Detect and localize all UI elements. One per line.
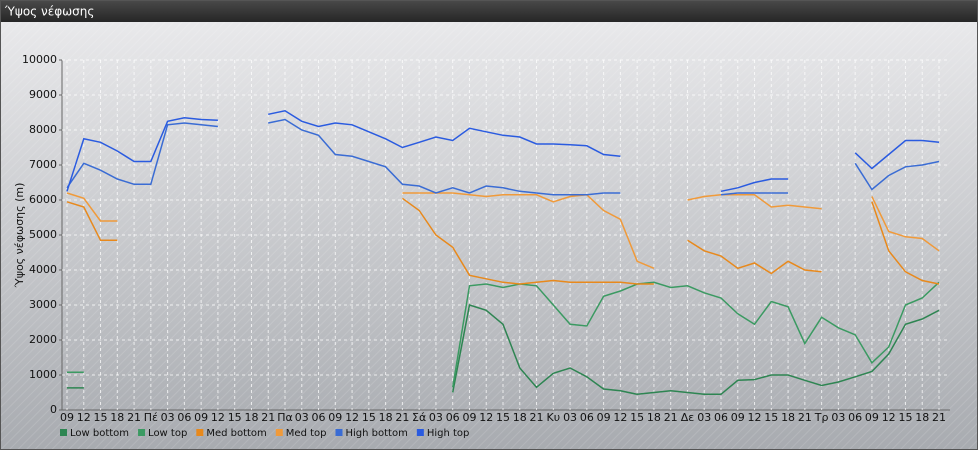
legend-label: Med bottom bbox=[206, 428, 266, 439]
legend-label: High bottom bbox=[346, 428, 408, 439]
y-tick-label: 3000 bbox=[29, 298, 57, 311]
series-line bbox=[67, 304, 940, 396]
y-tick-label: 5000 bbox=[29, 228, 57, 241]
legend-swatch bbox=[275, 429, 283, 436]
x-tick-label: 21 bbox=[127, 411, 141, 424]
series-line bbox=[66, 192, 940, 269]
x-tick-label: Πέ bbox=[144, 411, 158, 424]
x-tick-label: 21 bbox=[932, 411, 946, 424]
x-tick-label: 18 bbox=[915, 411, 929, 424]
y-tick-label: 7000 bbox=[29, 158, 57, 171]
x-tick-label: 06 bbox=[580, 411, 594, 424]
x-tick-label: 03 bbox=[697, 411, 711, 424]
legend-label: Med top bbox=[286, 428, 327, 439]
legend-label: Low bottom bbox=[70, 428, 129, 439]
x-tick-label: Τρ bbox=[814, 411, 829, 424]
y-tick-label: 9000 bbox=[29, 88, 57, 101]
legend-swatch bbox=[196, 429, 204, 436]
title-bar bbox=[0, 0, 978, 22]
x-tick-label: Δε bbox=[681, 411, 695, 424]
x-tick-label: 09 bbox=[60, 411, 74, 424]
x-tick-label: 09 bbox=[462, 411, 476, 424]
x-tick-label: Σά bbox=[412, 411, 426, 424]
x-tick-label: 03 bbox=[831, 411, 845, 424]
legend-swatch bbox=[416, 429, 424, 436]
x-tick-label: 18 bbox=[781, 411, 795, 424]
x-tick-label: Πα bbox=[277, 411, 293, 424]
x-tick-label: 09 bbox=[865, 411, 879, 424]
x-tick-label: 03 bbox=[429, 411, 443, 424]
x-tick-label: 15 bbox=[228, 411, 242, 424]
y-tick-label: 1000 bbox=[29, 368, 57, 381]
x-tick-label: 12 bbox=[882, 411, 896, 424]
x-tick-label: 09 bbox=[194, 411, 208, 424]
x-tick-label: 12 bbox=[211, 411, 225, 424]
x-tick-label: 21 bbox=[261, 411, 275, 424]
x-tick-label: Κυ bbox=[547, 411, 561, 424]
x-tick-label: 09 bbox=[597, 411, 611, 424]
y-tick-label: 10000 bbox=[22, 53, 57, 66]
y-tick-label: 8000 bbox=[29, 123, 57, 136]
x-tick-label: 12 bbox=[748, 411, 762, 424]
x-tick-label: 15 bbox=[496, 411, 510, 424]
x-tick-label: 18 bbox=[244, 411, 258, 424]
legend-swatch bbox=[138, 429, 146, 436]
legend-swatch bbox=[60, 429, 67, 436]
x-tick-label: 06 bbox=[848, 411, 862, 424]
series-line bbox=[67, 281, 940, 388]
series-line bbox=[66, 118, 940, 196]
y-tick-label: 4000 bbox=[29, 263, 57, 276]
x-tick-label: 03 bbox=[295, 411, 309, 424]
x-tick-label: 15 bbox=[362, 411, 376, 424]
x-tick-label: 12 bbox=[77, 411, 91, 424]
x-tick-label: 06 bbox=[714, 411, 728, 424]
x-tick-label: 06 bbox=[446, 411, 460, 424]
x-tick-label: 12 bbox=[345, 411, 359, 424]
x-tick-label: 18 bbox=[379, 411, 393, 424]
x-tick-label: 15 bbox=[764, 411, 778, 424]
y-axis-label: Ύψος νέφωσης (m) bbox=[13, 183, 26, 289]
series-line bbox=[66, 197, 940, 285]
x-tick-label: 06 bbox=[312, 411, 326, 424]
x-tick-label: 09 bbox=[328, 411, 342, 424]
x-tick-label: 03 bbox=[563, 411, 577, 424]
y-tick-label: 6000 bbox=[29, 193, 57, 206]
legend-label: High top bbox=[427, 428, 470, 439]
x-tick-label: 21 bbox=[530, 411, 544, 424]
x-tick-label: 21 bbox=[664, 411, 678, 424]
x-tick-label: 15 bbox=[898, 411, 912, 424]
series-line bbox=[66, 110, 940, 193]
x-tick-label: 21 bbox=[395, 411, 409, 424]
y-tick-label: 2000 bbox=[29, 333, 57, 346]
legend-swatch bbox=[335, 429, 343, 436]
x-tick-label: 18 bbox=[110, 411, 124, 424]
x-tick-label: 15 bbox=[630, 411, 644, 424]
x-tick-label: 12 bbox=[479, 411, 493, 424]
x-tick-label: 12 bbox=[613, 411, 627, 424]
x-tick-label: 18 bbox=[513, 411, 527, 424]
x-tick-label: 15 bbox=[94, 411, 108, 424]
window-title: Ύψος νέφωσης bbox=[4, 5, 94, 19]
x-tick-label: 18 bbox=[647, 411, 661, 424]
legend-label: Low top bbox=[148, 428, 187, 439]
x-tick-label: 09 bbox=[731, 411, 745, 424]
x-tick-label: 21 bbox=[798, 411, 812, 424]
x-tick-label: 03 bbox=[161, 411, 175, 424]
y-tick-label: 0 bbox=[50, 403, 57, 416]
x-tick-label: 06 bbox=[177, 411, 191, 424]
